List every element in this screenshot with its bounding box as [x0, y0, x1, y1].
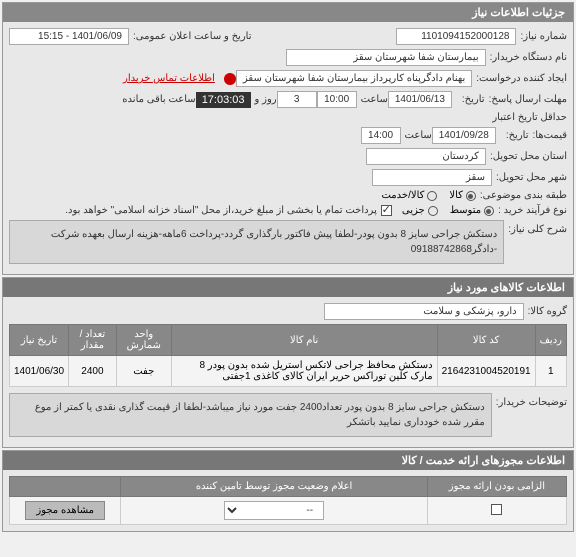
permit-mandatory-cell	[427, 497, 566, 525]
deadline-label: مهلت ارسال پاسخ:	[489, 94, 567, 105]
countdown-timer: 17:03:03	[196, 92, 251, 108]
th-qty: تعداد / مقدار	[69, 325, 117, 356]
min-valid-date: 1401/09/28	[432, 127, 496, 144]
th-unit: واحد شمارش	[116, 325, 171, 356]
process-mid-radio[interactable]	[484, 206, 494, 216]
th-name: نام کالا	[171, 325, 437, 356]
need-no-value: 1101094152000128	[396, 28, 516, 45]
public-date-value: 1401/06/09 - 15:15	[9, 28, 129, 45]
deadline-date-label: تاریخ:	[462, 94, 485, 105]
goods-radio-label: کالا	[449, 190, 463, 201]
cell-code: 2164231004520191	[437, 356, 535, 387]
desc-text: دستکش جراحی سایز 8 بدون پودر-لطفا پیش فا…	[9, 220, 504, 264]
cell-date: 1401/06/30	[10, 356, 69, 387]
process-small-label: جزیی	[402, 205, 425, 216]
deadline-time: 10:00	[317, 91, 357, 108]
min-valid-date-label: تاریخ:	[506, 130, 529, 141]
th-status: اعلام وضعیت مجوز توسط تامین کننده	[121, 477, 427, 497]
permits-table: الزامی بودن ارائه مجوز اعلام وضعیت مجوز …	[9, 476, 567, 525]
deadline-date: 1401/06/13	[388, 91, 452, 108]
buyer-value: بیمارستان شفا شهرستان سقز	[286, 49, 486, 66]
th-mandatory: الزامی بودن ارائه مجوز	[427, 477, 566, 497]
min-valid-label: حداقل تاریخ اعتبار	[492, 112, 567, 123]
remain-days-label: روز و	[255, 94, 277, 105]
city-value: سقز	[372, 169, 492, 186]
buyer-label: نام دستگاه خریدار:	[490, 52, 567, 63]
permit-checkbox[interactable]	[491, 504, 502, 515]
goods-table: ردیف کد کالا نام کالا واحد شمارش تعداد /…	[9, 324, 567, 387]
permit-status-cell: --	[121, 497, 427, 525]
cell-name: دستکش محافظ جراحی لاتکس استریل شده بدون …	[171, 356, 437, 387]
contact-link[interactable]: اطلاعات تماس خریدار	[123, 73, 215, 84]
process-label: نوع فرآیند خرید :	[498, 205, 567, 216]
public-date-label: تاریخ و ساعت اعلان عمومی:	[133, 31, 252, 42]
goods-info-title: اطلاعات کالاهای مورد نیاز	[3, 278, 573, 297]
province-value: کردستان	[366, 148, 486, 165]
min-valid-sub: قیمت‌ها:	[533, 130, 568, 141]
payment-note: پرداخت تمام یا بخشی از مبلغ خرید،از محل …	[65, 205, 377, 216]
process-mid-label: متوسط	[450, 205, 481, 216]
th-idx: ردیف	[535, 325, 566, 356]
process-small-radio[interactable]	[428, 206, 438, 216]
permits-title: اطلاعات مجوزهای ارائه خدمت / کالا	[3, 451, 573, 470]
info-icon	[224, 73, 236, 85]
goods-group-value: دارو، پزشکی و سلامت	[324, 303, 524, 320]
table-row: 1 2164231004520191 دستکش محافظ جراحی لات…	[10, 356, 567, 387]
goods-radio[interactable]	[466, 191, 476, 201]
min-valid-time-label: ساعت	[405, 130, 432, 141]
city-label: شهر محل تحویل:	[496, 172, 567, 183]
desc-label: شرح کلی نیاز:	[508, 224, 567, 235]
th-date: تاریخ نیاز	[10, 325, 69, 356]
goods-group-label: گروه کالا:	[528, 306, 567, 317]
th-code: کد کالا	[437, 325, 535, 356]
province-label: استان محل تحویل:	[490, 151, 567, 162]
requester-value: بهنام دادگرپناه کارپرداز بیمارستان شفا ش…	[236, 70, 472, 87]
view-permit-button[interactable]: مشاهده مجوز	[25, 501, 105, 520]
remain-suffix: ساعت باقی مانده	[122, 94, 195, 105]
cell-idx: 1	[535, 356, 566, 387]
th-action	[10, 477, 121, 497]
min-valid-time: 14:00	[361, 127, 401, 144]
buyer-notes-label: توضیحات خریدار:	[496, 397, 567, 408]
category-label: طبقه بندی موضوعی:	[480, 190, 567, 201]
requester-label: ایجاد کننده درخواست:	[476, 73, 567, 84]
permit-status-select[interactable]: --	[224, 501, 324, 520]
payment-checkbox[interactable]	[381, 205, 392, 216]
need-no-label: شماره نیاز:	[520, 31, 567, 42]
permit-row: -- مشاهده مجوز	[10, 497, 567, 525]
remain-days: 3	[277, 91, 317, 108]
cell-qty: 2400	[69, 356, 117, 387]
deadline-time-label: ساعت	[361, 94, 388, 105]
main-panel-title: جزئیات اطلاعات نیاز	[3, 3, 573, 22]
service-radio[interactable]	[427, 191, 437, 201]
service-radio-label: کالا/خدمت	[381, 190, 424, 201]
buyer-notes: دستکش جراحی سایز 8 بدون پودر تعداد2400 ج…	[9, 393, 492, 437]
cell-unit: جفت	[116, 356, 171, 387]
permit-action-cell: مشاهده مجوز	[10, 497, 121, 525]
